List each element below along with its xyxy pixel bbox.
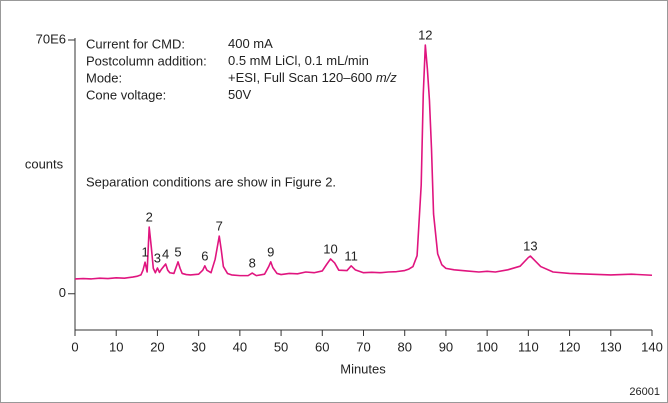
note: Separation conditions are show in Figure… (86, 174, 336, 189)
x-tick-label: 20 (150, 339, 164, 354)
peak-label: 7 (216, 219, 223, 234)
peak-label: 4 (162, 246, 169, 261)
condition-value-text: 400 mA (228, 36, 273, 51)
x-tick-label: 110 (518, 339, 539, 354)
condition-value-text: 50V (228, 87, 251, 102)
figure-id: 26001 (629, 386, 660, 398)
condition-value-text: +ESI, Full Scan 120–600 (228, 70, 372, 85)
condition-value: 400 mA (228, 36, 273, 51)
y-tick-label: 70E6 (36, 31, 66, 46)
peak-label: 12 (418, 28, 432, 43)
trace (74, 44, 653, 280)
peak-label: 1 (141, 245, 148, 260)
x-tick-label: 130 (600, 339, 622, 354)
y-tick-label: 0 (59, 285, 66, 300)
peak-label: 6 (201, 248, 208, 263)
condition-label: Cone voltage: (86, 87, 166, 102)
x-tick-label: 70 (356, 339, 370, 354)
x-tick-label: 140 (641, 339, 663, 354)
x-tick-label: 0 (71, 339, 78, 354)
condition-value: 50V (228, 87, 251, 102)
peak-label: 5 (174, 244, 181, 259)
x-tick-label: 80 (397, 339, 411, 354)
peak-label: 11 (344, 248, 358, 263)
x-axis-label: Minutes (340, 361, 386, 376)
peak-label: 10 (323, 241, 337, 256)
peak-label: 9 (267, 244, 274, 259)
condition-value-text: 0.5 mM LiCl, 0.1 mL/min (228, 53, 369, 68)
x-tick-label: 30 (191, 339, 205, 354)
x-tick-label: 50 (274, 339, 288, 354)
peak-label: 8 (249, 256, 256, 271)
x-tick-label: 60 (315, 339, 329, 354)
peak-label: 13 (523, 238, 537, 253)
condition-value: +ESI, Full Scan 120–600 m/z (228, 70, 397, 85)
condition-label: Postcolumn addition: (86, 53, 207, 68)
x-tick-label: 10 (109, 339, 123, 354)
y-axis-label: counts (25, 156, 64, 171)
peak-label: 2 (146, 209, 153, 224)
x-tick-label: 90 (439, 339, 453, 354)
peak-label: 3 (154, 250, 161, 265)
x-tick-label: 100 (476, 339, 498, 354)
condition-value-em: m/z (376, 70, 397, 85)
condition-label: Mode: (86, 70, 122, 85)
x-tick-label: 120 (559, 339, 581, 354)
condition-label: Current for CMD: (86, 36, 185, 51)
condition-value: 0.5 mM LiCl, 0.1 mL/min (228, 53, 369, 68)
x-tick-label: 40 (233, 339, 247, 354)
